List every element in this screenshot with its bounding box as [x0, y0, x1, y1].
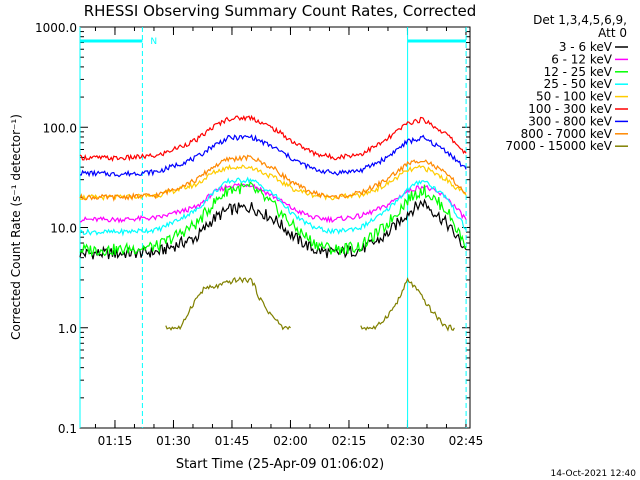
series-line — [165, 276, 291, 331]
series-line — [79, 114, 467, 162]
plot-border — [79, 26, 471, 429]
y-tick-label: 10.0 — [50, 222, 77, 236]
x-tick-label: 01:45 — [215, 434, 250, 448]
legend-entry-label: 3 - 6 keV — [559, 40, 613, 54]
legend-entry-label: 25 - 50 keV — [544, 77, 613, 91]
plot-frame — [79, 26, 471, 429]
x-tick-label: 02:45 — [449, 434, 484, 448]
y-tick-label: 100.0 — [43, 121, 77, 135]
legend-entry-label: 300 - 800 keV — [528, 114, 612, 128]
y-axis-label: Corrected Count Rate (s⁻¹ detector⁻¹) — [9, 114, 23, 340]
legend-entry-label: 6 - 12 keV — [551, 52, 613, 66]
legend-entry-label: 50 - 100 keV — [536, 90, 613, 104]
night-markers: N — [79, 27, 467, 428]
series-line — [79, 181, 467, 258]
y-tick-label: 0.1 — [58, 422, 77, 436]
x-tick-label: 01:30 — [156, 434, 191, 448]
footer-timestamp: 14-Oct-2021 12:40 — [551, 469, 637, 479]
series-line — [79, 134, 467, 178]
y-tick-label: 1.0 — [58, 322, 77, 336]
x-tick-label: 02:30 — [390, 434, 425, 448]
x-axis: 01:15 01:30 01:45 02:00 02:15 02:30 02:45 — [94, 27, 484, 448]
y-tick-label: 1000.0 — [35, 21, 77, 35]
legend-entry-label: 7000 - 15000 keV — [505, 139, 612, 153]
x-tick-label: 02:00 — [273, 434, 308, 448]
legend-entry-label: 800 - 7000 keV — [521, 127, 613, 141]
legend-header-2: Att 0 — [598, 26, 627, 40]
night-label: N — [150, 37, 157, 47]
x-axis-label: Start Time (25-Apr-09 01:06:02) — [176, 457, 384, 472]
series-line — [79, 154, 467, 202]
legend-entry-label: 100 - 300 keV — [528, 102, 612, 116]
legend-header-1: Det 1,3,4,5,6,9, — [533, 13, 627, 27]
legend-entry-label: 12 - 25 keV — [544, 65, 613, 79]
y-axis: 0.1 1.0 10.0 100.0 1000.0 — [35, 21, 470, 436]
x-tick-label: 01:15 — [98, 434, 133, 448]
series-line — [79, 176, 467, 237]
x-tick-label: 02:15 — [332, 434, 367, 448]
series-group — [79, 114, 467, 332]
chart-title: RHESSI Observing Summary Count Rates, Co… — [84, 2, 477, 20]
series-line — [360, 277, 455, 332]
